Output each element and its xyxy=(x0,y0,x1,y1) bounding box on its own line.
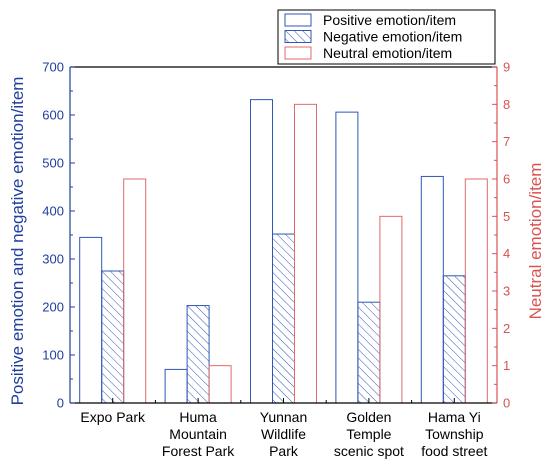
x-category-label: food street xyxy=(421,443,487,459)
right-axis-title: Neutral emotion/item xyxy=(526,163,545,320)
labels-layer: 0 100 200 300 400 500 600 700 0 1 2 3 4 5 6 7 8 9 Expo Par… xyxy=(8,60,545,460)
bar-positive-4 xyxy=(420,175,444,404)
left-tick-label: 500 xyxy=(42,156,64,171)
bar-neutral-4 xyxy=(464,178,488,404)
axes-layer xyxy=(69,66,498,404)
left-tick-label: 0 xyxy=(57,396,64,411)
legend-box xyxy=(277,9,496,65)
x-category-label: Temple xyxy=(346,426,391,442)
x-category-label: Wildlife xyxy=(261,426,306,442)
right-tick-label: 0 xyxy=(503,396,510,411)
legend-label: Negative emotion/item xyxy=(323,29,462,45)
x-category-label: scenic spot xyxy=(334,443,404,459)
left-tick-label: 100 xyxy=(42,348,64,363)
x-category-label: Park xyxy=(269,443,299,459)
bar-positive-2 xyxy=(250,99,273,404)
x-category-label: Mountain xyxy=(169,426,227,442)
bar-neutral-3 xyxy=(379,215,403,404)
left-tick-label: 600 xyxy=(42,108,64,123)
left-tick-label: 400 xyxy=(42,204,64,219)
left-axis-title: Positive emotion and negative emotion/it… xyxy=(8,77,27,406)
bar-neutral-1 xyxy=(208,365,232,404)
left-tick-label: 700 xyxy=(42,60,64,75)
bar-neutral-0 xyxy=(123,178,147,404)
bars-layer xyxy=(79,99,488,404)
bar-negative-3 xyxy=(357,301,381,404)
bar-positive-0 xyxy=(79,236,103,404)
x-category-label: Forest Park xyxy=(162,443,235,459)
bar-negative-4 xyxy=(442,275,466,404)
x-category-label: Expo Park xyxy=(80,409,146,425)
bar-negative-1 xyxy=(186,305,210,404)
right-tick-label: 7 xyxy=(503,134,510,149)
x-category-label: Huma xyxy=(179,409,217,425)
bar-negative-2 xyxy=(272,233,295,404)
right-tick-label: 1 xyxy=(503,358,510,373)
right-tick-label: 4 xyxy=(503,246,510,261)
bar-positive-3 xyxy=(335,111,359,404)
right-tick-label: 6 xyxy=(503,172,510,187)
x-category-label: Hama Yi xyxy=(428,409,481,425)
legend-swatch-positive xyxy=(284,13,312,27)
x-category-label: Golden xyxy=(346,409,391,425)
right-tick-label: 2 xyxy=(503,321,510,336)
right-tick-label: 3 xyxy=(503,284,510,299)
right-tick-label: 8 xyxy=(503,97,510,112)
right-tick-label: 9 xyxy=(503,60,510,75)
x-category-label: Township xyxy=(425,426,484,442)
legend-label: Neutral emotion/item xyxy=(323,45,452,61)
legend-label: Positive emotion/item xyxy=(323,12,456,28)
right-tick-label: 5 xyxy=(503,209,510,224)
bar-neutral-2 xyxy=(294,103,317,404)
bar-positive-1 xyxy=(164,368,188,404)
x-category-label: Yunnan xyxy=(260,409,308,425)
legend-swatch-neutral xyxy=(284,46,312,60)
left-tick-label: 200 xyxy=(42,300,64,315)
bar-negative-0 xyxy=(101,270,125,404)
left-tick-label: 300 xyxy=(42,252,64,267)
legend-swatch-negative xyxy=(284,30,312,43)
